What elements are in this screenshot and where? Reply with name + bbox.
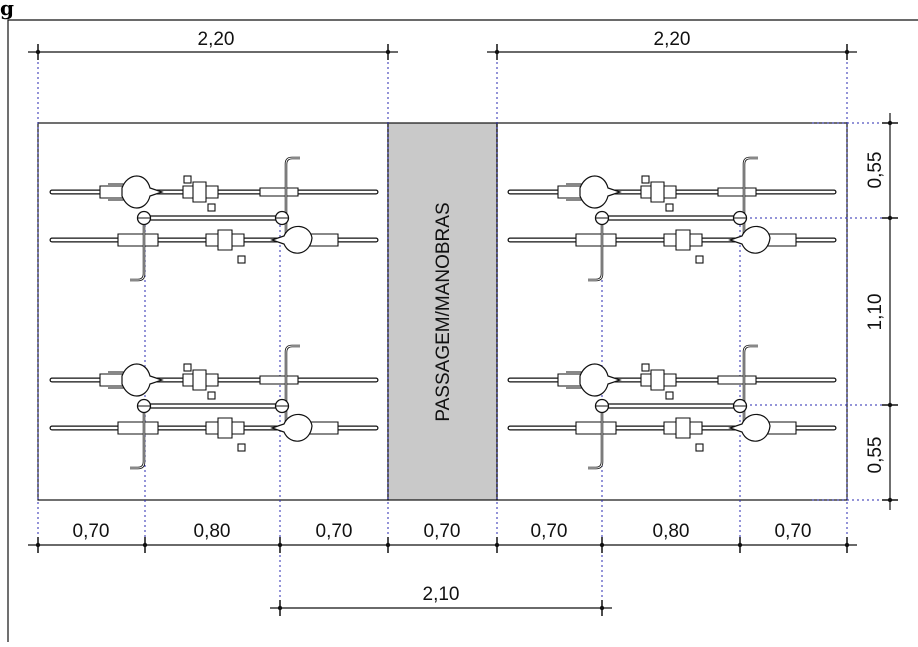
bicycle-pair-left-bottom — [52, 346, 376, 468]
bicycle-pair-left-top — [52, 158, 376, 280]
dimension-bottom-3: 0,70 — [316, 521, 353, 542]
passage-label: PASSAGEM/MANOBRAS — [433, 202, 454, 421]
dimension-bottom-2: 0,80 — [194, 521, 231, 542]
dimension-bottom-1: 0,70 — [73, 521, 110, 542]
dimension-right-middle: 1,10 — [865, 294, 886, 331]
dimension-bottom-7: 0,70 — [775, 521, 812, 542]
dimension-right-top: 0,55 — [865, 152, 886, 189]
figure-label: g — [0, 0, 14, 20]
dimension-right-bottom: 0,55 — [865, 437, 886, 474]
bottom-dimension-line — [28, 537, 857, 553]
right-dimension-line — [882, 113, 898, 510]
dimension-bottom-total: 2,10 — [423, 584, 460, 605]
dimension-bottom-4: 0,70 — [424, 521, 461, 542]
figure-frame — [7, 19, 918, 642]
bottom-total-dimension-line — [270, 600, 612, 616]
dimension-top-right: 2,20 — [654, 29, 691, 50]
dimension-bottom-5: 0,70 — [531, 521, 568, 542]
dimension-top-left: 2,20 — [198, 29, 235, 50]
right-parking-area — [496, 122, 848, 501]
top-dimension-lines — [28, 44, 857, 60]
bicycle-pair-right-top — [510, 158, 834, 280]
passage-area — [387, 122, 498, 501]
dimension-bottom-6: 0,80 — [653, 521, 690, 542]
left-parking-area — [37, 122, 389, 501]
bicycle-pair-right-bottom — [510, 346, 834, 468]
